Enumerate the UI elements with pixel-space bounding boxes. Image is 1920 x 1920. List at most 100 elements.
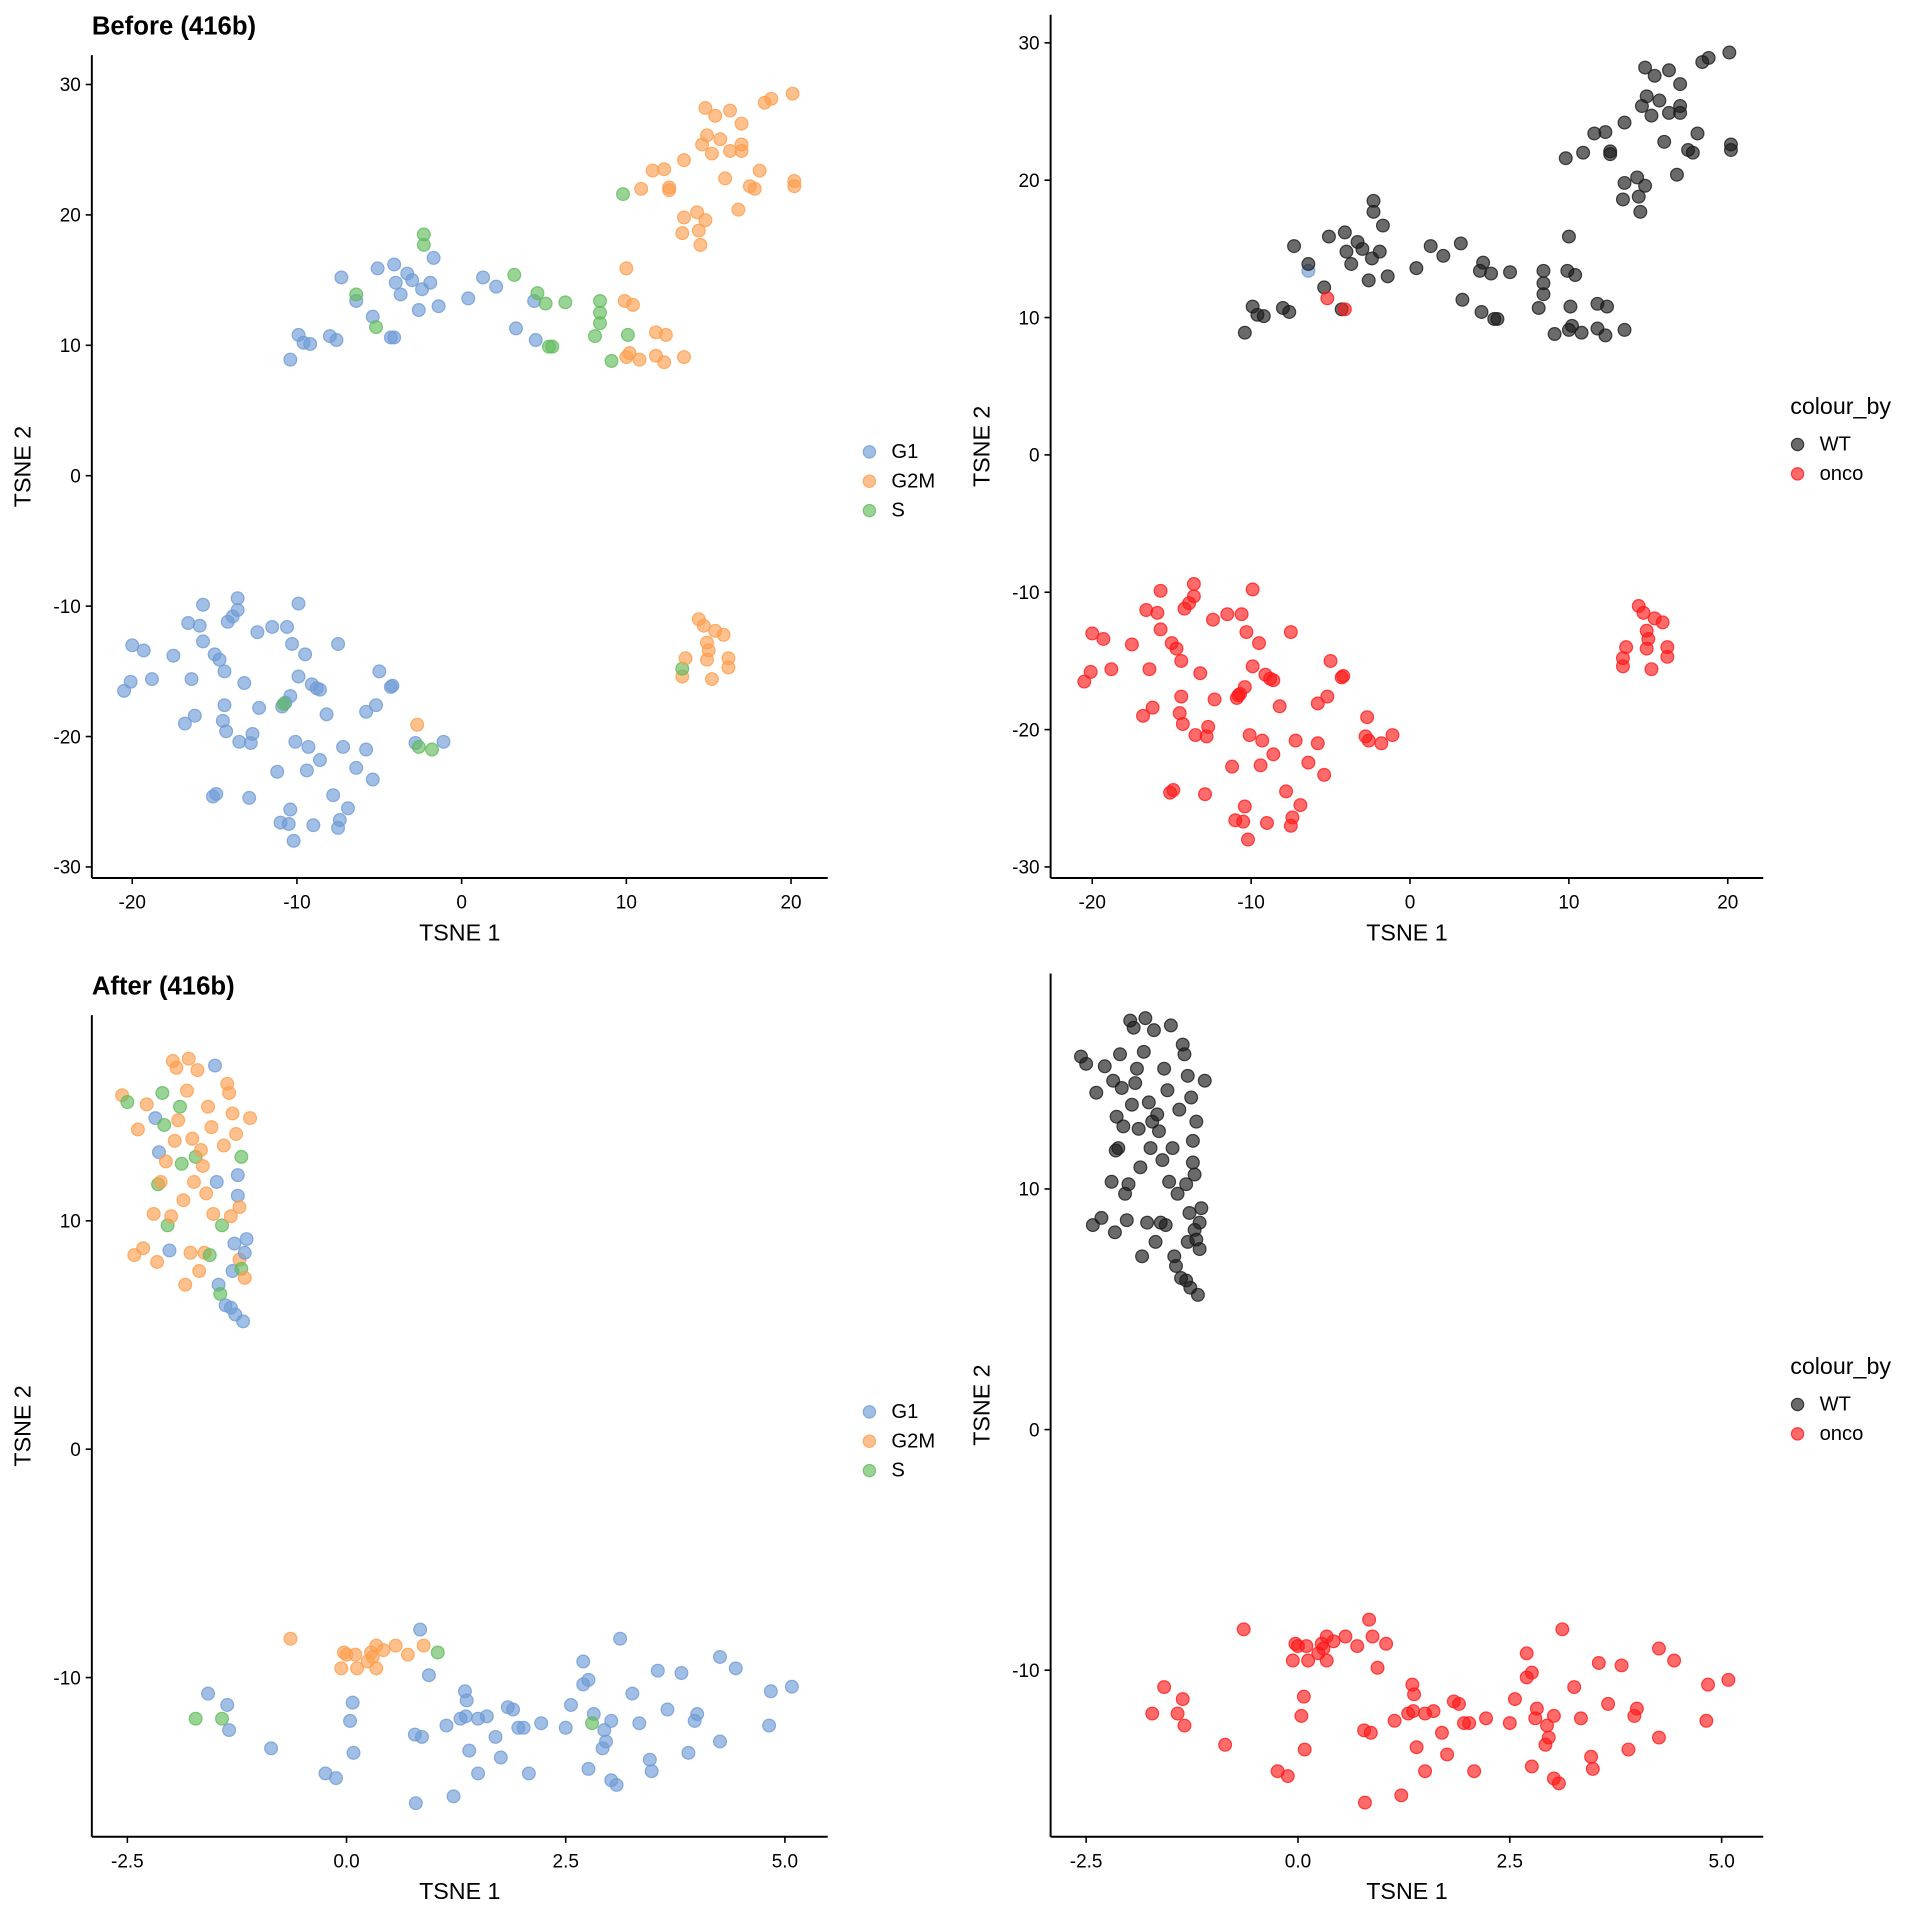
data-point: [343, 1713, 358, 1728]
data-point: [336, 739, 351, 754]
data-point: [1283, 625, 1298, 640]
legend-key: [862, 503, 877, 518]
legend-item-g2m[interactable]: G2M: [862, 470, 935, 492]
data-point: [1524, 1759, 1539, 1774]
data-point: [1357, 1795, 1372, 1810]
data-point: [1541, 1730, 1556, 1745]
data-point: [162, 1243, 177, 1258]
data-point: [1174, 653, 1189, 668]
data-point: [1639, 89, 1654, 104]
legend-item-wt[interactable]: WT: [1790, 1394, 1851, 1416]
data-point: [209, 786, 224, 801]
legend: colour_by WT onco: [1790, 1353, 1891, 1445]
legend-item-wt[interactable]: WT: [1790, 434, 1851, 456]
data-point: [734, 116, 749, 131]
data-point: [1201, 719, 1216, 734]
data-point: [581, 1672, 596, 1687]
data-point: [1094, 1210, 1109, 1225]
legend-item-onco[interactable]: onco: [1790, 1423, 1863, 1445]
data-point: [622, 346, 637, 361]
data-point: [1231, 688, 1246, 703]
data-point: [423, 275, 438, 290]
legend-item-s[interactable]: S: [862, 500, 905, 522]
data-point: [1104, 1174, 1119, 1189]
data-point: [408, 1796, 423, 1811]
data-point: [180, 1083, 194, 1098]
y-tick-label: 10: [60, 336, 81, 357]
data-point: [1225, 759, 1240, 774]
data-point: [171, 1113, 186, 1128]
data-point: [698, 101, 713, 115]
data-point: [1699, 1713, 1714, 1728]
data-point: [1584, 1749, 1599, 1764]
data-point: [181, 616, 196, 630]
data-point: [1558, 151, 1573, 166]
data-point: [1323, 653, 1338, 668]
data-point: [1350, 1639, 1365, 1654]
data-point: [713, 1650, 727, 1664]
data-point: [312, 682, 327, 697]
data-point: [1591, 1656, 1606, 1670]
data-point: [1467, 1764, 1482, 1779]
data-point: [1568, 268, 1583, 283]
data-point: [1153, 622, 1168, 637]
data-point: [1660, 649, 1675, 664]
data-point: [1337, 302, 1352, 317]
legend-label: G1: [891, 1401, 918, 1423]
panel-after-genotype: -2.5 0.0 2.5 5.0 -10 0 10 TSNE 1 TSNE 2 colour_by…: [968, 973, 1891, 1904]
points-layer: [1077, 45, 1738, 847]
data-point: [1407, 1687, 1422, 1702]
y-tick-label: -10: [53, 1668, 80, 1689]
panel-title: After (416b): [92, 972, 235, 1000]
data-point: [217, 664, 232, 679]
data-point: [1561, 229, 1576, 244]
data-point: [593, 305, 607, 320]
data-point: [1186, 576, 1201, 591]
data-point: [264, 1741, 279, 1756]
data-point: [1667, 1653, 1682, 1668]
data-point: [1237, 799, 1252, 814]
y-axis-title: TSNE 2: [10, 426, 36, 507]
data-point: [1104, 662, 1119, 677]
data-point: [632, 352, 647, 367]
data-point: [1722, 45, 1737, 60]
legend-item-g2m[interactable]: G2M: [862, 1430, 935, 1452]
data-point: [153, 1175, 168, 1189]
data-point: [283, 352, 298, 367]
data-point: [681, 1745, 696, 1760]
x-tick-label: 2.5: [1497, 1851, 1523, 1872]
data-point: [446, 1789, 461, 1804]
legend-item-s[interactable]: S: [862, 1460, 905, 1482]
data-point: [439, 1718, 454, 1733]
data-point: [784, 1679, 799, 1694]
legend-label: WT: [1820, 434, 1851, 456]
data-point: [521, 1766, 536, 1781]
data-point: [516, 1720, 531, 1735]
data-point: [528, 333, 543, 348]
data-point: [1236, 1622, 1251, 1637]
data-point: [319, 707, 334, 722]
data-point: [1239, 625, 1254, 640]
data-point: [276, 696, 291, 711]
data-point: [660, 1702, 675, 1717]
data-point: [136, 643, 151, 658]
data-point: [489, 279, 504, 294]
x-axis-title: TSNE 1: [419, 1878, 500, 1904]
legend-item-g1[interactable]: G1: [862, 1401, 918, 1423]
data-point: [1547, 327, 1562, 342]
data-point: [136, 1241, 151, 1256]
data-point: [1179, 1177, 1194, 1192]
data-point: [173, 1099, 187, 1114]
data-point: [1218, 1737, 1233, 1752]
data-point: [1129, 1061, 1144, 1076]
data-point: [369, 698, 384, 713]
data-point: [146, 1206, 161, 1221]
data-point: [1148, 1234, 1163, 1249]
legend-item-g1[interactable]: G1: [862, 441, 918, 463]
data-point: [1490, 312, 1505, 326]
data-point: [700, 652, 715, 667]
legend-item-onco[interactable]: onco: [1790, 463, 1863, 485]
data-point: [731, 202, 746, 217]
data-point: [1507, 1692, 1522, 1707]
data-point: [713, 132, 728, 147]
